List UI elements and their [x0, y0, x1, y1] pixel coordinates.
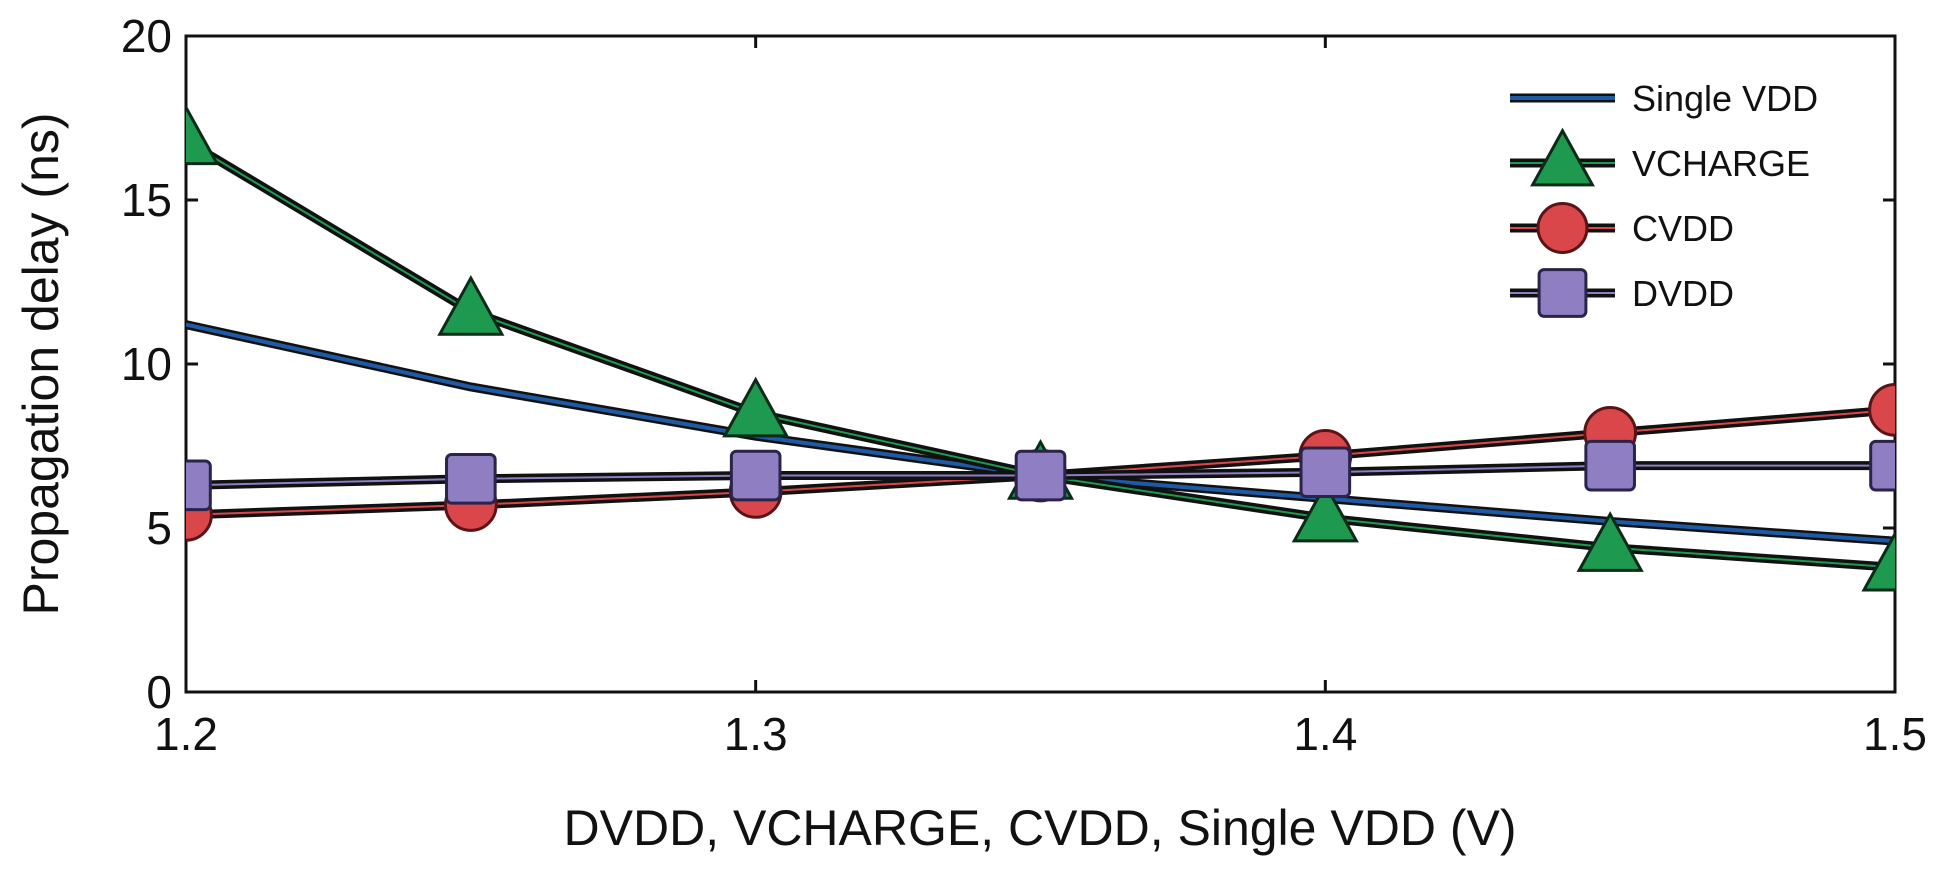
data-point-triangle [1576, 511, 1644, 572]
data-point-triangle [1291, 481, 1359, 543]
y-tick-label: 5 [146, 502, 172, 554]
series-layer [186, 104, 1895, 592]
x-tick-label: 1.3 [724, 708, 788, 760]
data-point-square [1869, 439, 1895, 492]
legend-label: DVDD [1632, 273, 1734, 314]
data-point-square [1014, 449, 1067, 502]
legend-label: CVDD [1632, 208, 1734, 249]
data-point-square [1537, 268, 1588, 318]
data-point-triangle [186, 104, 220, 166]
data-point-circle [1868, 383, 1895, 437]
data-point-triangle [437, 274, 505, 336]
legend-label: VCHARGE [1632, 143, 1810, 184]
data-point-square [186, 459, 212, 512]
data-point-triangle [1861, 530, 1895, 592]
data-point-triangle [1530, 127, 1595, 187]
tick-labels: 1.2 1.3 1.4 1.5 0 5 10 15 20 [121, 10, 1927, 760]
data-point-square [1584, 439, 1636, 492]
y-tick-label: 15 [121, 174, 172, 226]
x-tick-label: 1.4 [1293, 708, 1357, 760]
data-point-square [729, 449, 782, 502]
data-point-square [1299, 446, 1352, 499]
y-tick-label: 10 [121, 338, 172, 390]
axis-ticks [184, 34, 1897, 694]
legend-label: Single VDD [1632, 78, 1818, 119]
legend: Single VDD VCHARGE CVDD DVDD [1510, 78, 1818, 318]
x-tick-label: 1.5 [1863, 708, 1927, 760]
data-point-square [445, 453, 497, 505]
y-axis-title: Propagation delay (ns) [13, 112, 69, 615]
data-point-circle [1536, 202, 1589, 254]
y-tick-label: 20 [121, 10, 172, 62]
y-tick-label: 0 [146, 666, 172, 718]
legend-item-single-vdd: Single VDD [1510, 78, 1818, 119]
x-tick-label: 1.2 [154, 708, 218, 760]
x-axis-title: DVDD, VCHARGE, CVDD, Single VDD (V) [564, 800, 1517, 856]
legend-item-cvdd: CVDD [1510, 202, 1734, 254]
legend-item-dvdd: DVDD [1510, 268, 1734, 318]
data-point-triangle [722, 376, 790, 438]
plot-frame [184, 34, 1897, 694]
legend-item-vcharge: VCHARGE [1510, 127, 1810, 187]
series-dvdd [186, 439, 1895, 512]
